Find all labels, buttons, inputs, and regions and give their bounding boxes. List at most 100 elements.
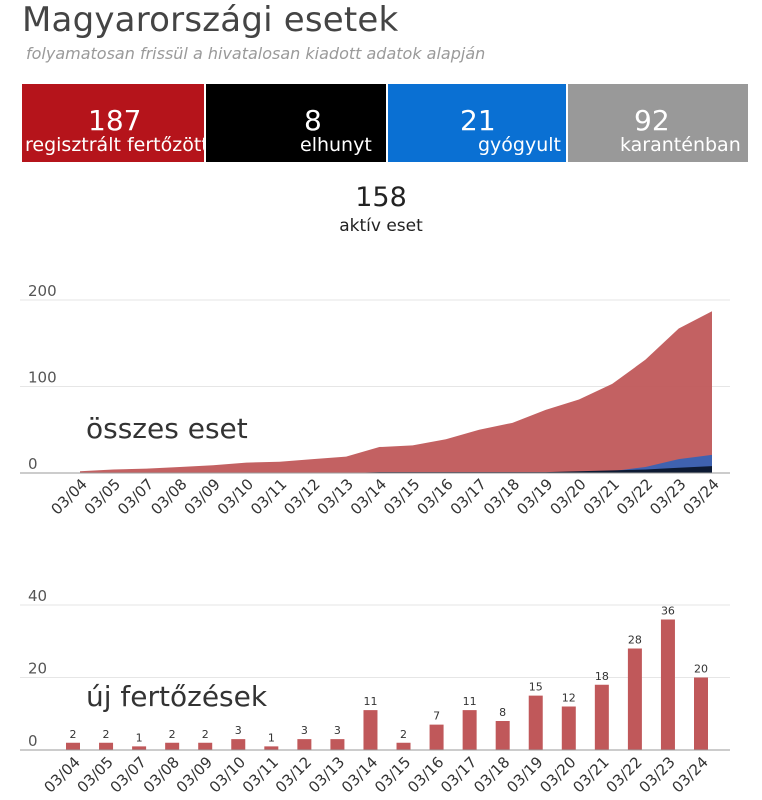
bar — [66, 742, 80, 750]
area-x-tick: 03/13 — [314, 475, 357, 518]
area-series-2 — [80, 466, 712, 473]
area-x-tick: 03/20 — [546, 475, 589, 518]
bar-x-tick: 03/22 — [602, 753, 645, 796]
area-x-tick: 03/23 — [646, 475, 689, 518]
bar-x-tick: 03/07 — [107, 753, 150, 796]
bar — [132, 746, 147, 750]
stat-infected-label: regisztrált fertőzött — [25, 134, 209, 156]
bar-value-label: 2 — [400, 728, 407, 741]
stats-bar: 187 regisztrált fertőzött 8 elhunyt 21 g… — [22, 84, 748, 162]
bar — [363, 710, 378, 750]
bar-x-tick: 03/04 — [41, 753, 84, 796]
stat-quarantine-value: 92 — [634, 104, 670, 137]
bar — [264, 746, 279, 750]
area-x-tick: 03/07 — [114, 475, 157, 518]
area-x-tick: 03/11 — [247, 475, 290, 518]
area-x-tick: 03/04 — [48, 475, 91, 518]
bar-x-tick: 03/14 — [338, 753, 381, 796]
area-y-tick: 100 — [28, 369, 57, 387]
bar-value-label: 8 — [499, 706, 506, 719]
area-series-0 — [80, 311, 712, 473]
bar-value-label: 11 — [463, 695, 477, 708]
bar-y-tick: 20 — [28, 660, 47, 678]
stat-infected: 187 regisztrált fertőzött — [22, 84, 209, 162]
area-x-tick: 03/12 — [280, 475, 323, 518]
bar-value-label: 36 — [661, 605, 675, 618]
bar-value-label: 11 — [363, 695, 377, 708]
bar-value-label: 3 — [301, 724, 308, 737]
area-y-tick: 0 — [28, 455, 38, 473]
bar-value-label: 1 — [268, 731, 275, 744]
bar — [627, 648, 642, 750]
bar-value-label: 12 — [562, 692, 576, 705]
bar-x-tick: 03/13 — [305, 753, 348, 796]
area-x-tick: 03/10 — [214, 475, 257, 518]
stat-recovered-label: gyógyult — [478, 134, 562, 156]
bar — [561, 706, 576, 750]
bar — [99, 742, 114, 750]
bar — [231, 739, 246, 750]
area-x-tick: 03/24 — [680, 475, 723, 518]
bar — [165, 742, 180, 750]
bar-chart-title: új fertőzések — [86, 680, 268, 713]
stat-infected-value: 187 — [88, 104, 142, 137]
area-chart-title: összes eset — [86, 412, 248, 445]
bar-x-tick: 03/08 — [140, 753, 183, 796]
bar — [297, 739, 312, 750]
area-x-tick: 03/05 — [81, 475, 124, 518]
area-x-tick: 03/16 — [413, 475, 456, 518]
stat-recovered-value: 21 — [460, 104, 496, 137]
active-cases-value: 158 — [355, 182, 407, 213]
bar-value-label: 2 — [169, 728, 176, 741]
bar — [396, 742, 411, 750]
area-x-tick: 03/18 — [480, 475, 523, 518]
bar-x-tick: 03/15 — [371, 753, 414, 796]
area-x-tick: 03/17 — [447, 475, 490, 518]
bar — [594, 684, 609, 750]
stat-deceased-label: elhunyt — [300, 134, 372, 156]
bar — [528, 695, 543, 750]
stat-quarantine: 92 karanténban — [568, 84, 748, 162]
bar-x-tick: 03/16 — [404, 753, 447, 796]
area-x-tick: 03/08 — [147, 475, 190, 518]
bar — [330, 739, 345, 750]
bar-x-tick: 03/09 — [173, 753, 216, 796]
bar-x-tick: 03/20 — [536, 753, 579, 796]
area-x-tick: 03/14 — [347, 475, 390, 518]
stat-quarantine-label: karanténban — [620, 134, 741, 156]
bar-value-label: 28 — [628, 634, 642, 647]
bar — [462, 710, 477, 750]
bar-x-tick: 03/11 — [239, 753, 282, 796]
bar-value-label: 20 — [694, 663, 708, 676]
bar-value-label: 2 — [70, 728, 77, 741]
page-subtitle: folyamatosan frissül a hivatalosan kiado… — [26, 44, 486, 63]
bar-value-label: 2 — [103, 728, 110, 741]
stat-recovered: 21 gyógyult — [388, 84, 566, 162]
stat-deceased: 8 elhunyt — [206, 84, 386, 162]
bar — [495, 721, 510, 750]
bar-x-tick: 03/05 — [74, 753, 117, 796]
bar-x-tick: 03/10 — [206, 753, 249, 796]
area-y-tick: 200 — [28, 282, 57, 300]
bar-x-tick: 03/12 — [272, 753, 315, 796]
page-title: Magyarországi esetek — [22, 0, 399, 40]
bar-value-label: 3 — [334, 724, 341, 737]
bar-y-tick: 0 — [28, 732, 38, 750]
area-x-tick: 03/22 — [613, 475, 656, 518]
bar-x-tick: 03/23 — [635, 753, 678, 796]
bar — [198, 742, 213, 750]
area-x-tick: 03/09 — [181, 475, 224, 518]
bar-x-tick: 03/19 — [503, 753, 546, 796]
bar-x-tick: 03/21 — [569, 753, 612, 796]
area-x-tick: 03/15 — [380, 475, 423, 518]
area-x-tick: 03/19 — [513, 475, 556, 518]
area-x-tick: 03/21 — [580, 475, 623, 518]
bar-x-tick: 03/18 — [470, 753, 513, 796]
bar-value-label: 3 — [235, 724, 242, 737]
bar-x-tick: 03/24 — [669, 753, 712, 796]
bar-y-tick: 40 — [28, 587, 47, 605]
bar-value-label: 7 — [433, 710, 440, 723]
bar — [694, 677, 708, 750]
bar-value-label: 18 — [595, 670, 609, 683]
